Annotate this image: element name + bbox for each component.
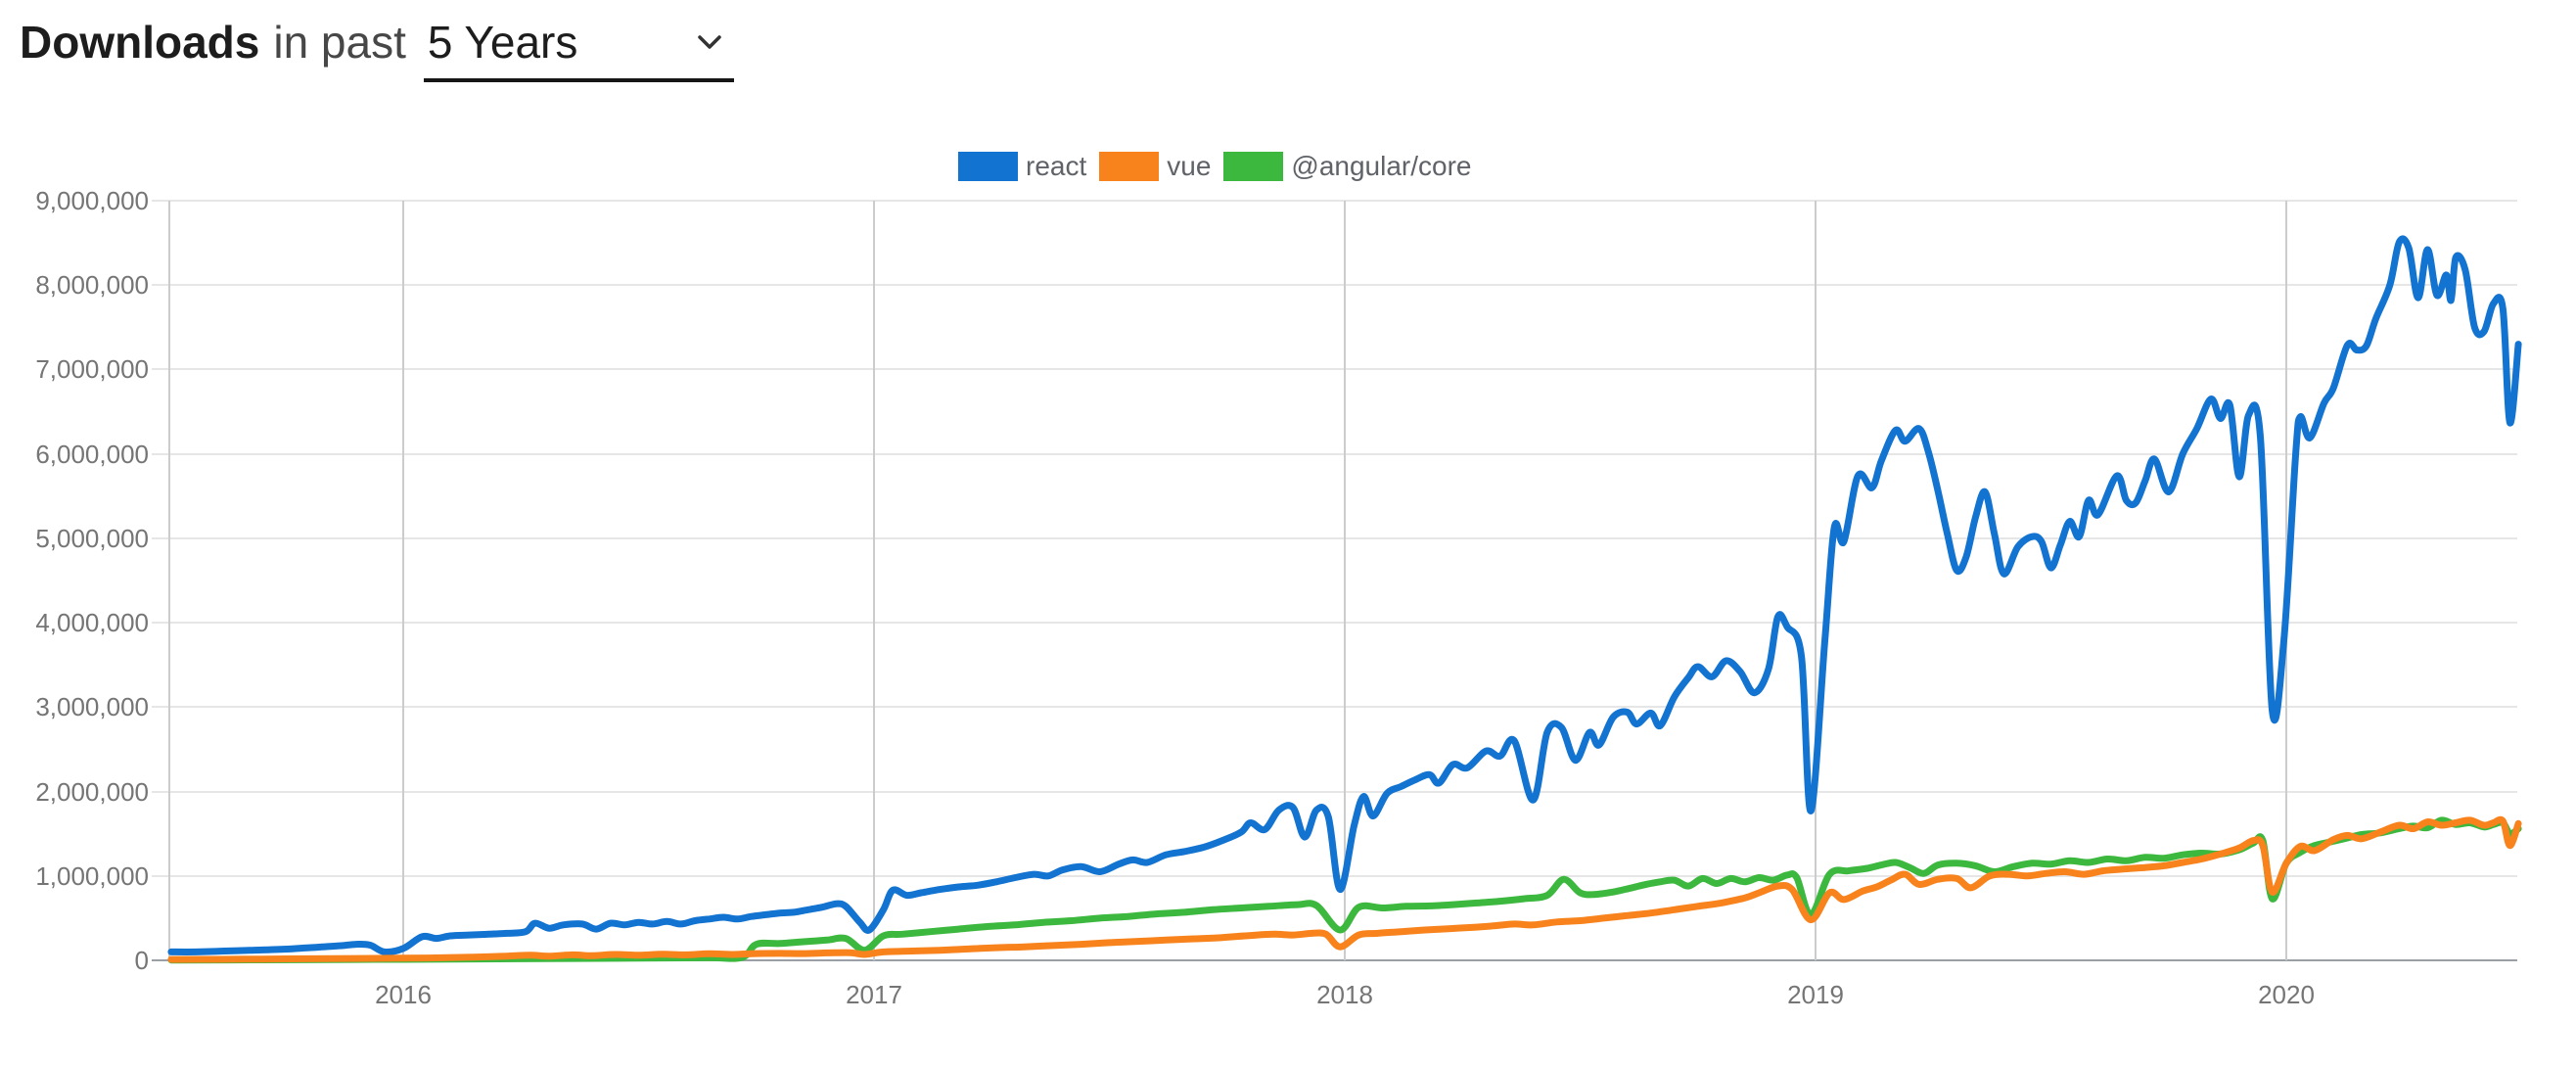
page-title: Downloads: [20, 17, 260, 68]
y-gridline: [152, 200, 2517, 203]
legend-label: react: [1026, 151, 1087, 181]
chart-header: Downloads in past 5 Years: [20, 16, 734, 82]
x-axis-label: 2019: [1787, 980, 1844, 1009]
y-axis-label: 1,000,000: [35, 860, 149, 891]
x-axis-label: 2017: [846, 980, 902, 1009]
y-gridline: [152, 452, 2517, 455]
time-range-value: 5 Years: [427, 17, 578, 68]
y-axis-label: 8,000,000: [35, 270, 149, 301]
y-axis-label: 5,000,000: [35, 523, 149, 553]
x-axis-label: 2018: [1316, 980, 1373, 1009]
legend-swatch-react: [958, 152, 1018, 181]
time-range-select[interactable]: 5 Years: [423, 16, 734, 82]
legend: react vue @angular/core: [958, 152, 1484, 181]
legend-item-angular-core: @angular/core: [1223, 152, 1471, 181]
legend-item-react: react: [958, 152, 1086, 181]
y-axis-label: 2,000,000: [35, 776, 149, 807]
y-gridline: [152, 368, 2517, 371]
x-axis-label: 2020: [2258, 980, 2315, 1009]
x-gridline: [873, 201, 875, 960]
legend-label: vue: [1167, 151, 1212, 181]
series-line-vue[interactable]: [167, 815, 2522, 963]
page-title-suffix: in past: [273, 17, 406, 68]
y-axis-label: 3,000,000: [35, 692, 149, 722]
x-axis-baseline: [152, 959, 2517, 961]
legend-label: @angular/core: [1291, 151, 1472, 181]
y-gridline: [152, 622, 2517, 625]
series-line--angular-core[interactable]: [167, 816, 2522, 964]
legend-swatch-vue: [1099, 152, 1160, 181]
y-gridline: [152, 706, 2517, 709]
legend-swatch-angular-core: [1223, 152, 1284, 181]
legend-item-vue: vue: [1099, 152, 1211, 181]
x-axis-label: 2016: [375, 980, 432, 1009]
plot-left-border: [168, 201, 170, 960]
y-axis-label: 0: [134, 946, 149, 975]
chevron-down-icon: [697, 34, 722, 51]
y-gridline: [152, 284, 2517, 287]
y-axis-label: 7,000,000: [35, 354, 149, 385]
series-line-react[interactable]: [167, 235, 2522, 956]
y-axis-label: 4,000,000: [35, 608, 149, 638]
y-gridline: [152, 536, 2517, 539]
y-gridline: [152, 790, 2517, 793]
y-axis-label: 9,000,000: [35, 186, 149, 216]
x-gridline: [402, 201, 404, 960]
y-axis-label: 6,000,000: [35, 439, 149, 469]
x-gridline: [1344, 201, 1346, 960]
x-gridline: [1815, 201, 1817, 960]
